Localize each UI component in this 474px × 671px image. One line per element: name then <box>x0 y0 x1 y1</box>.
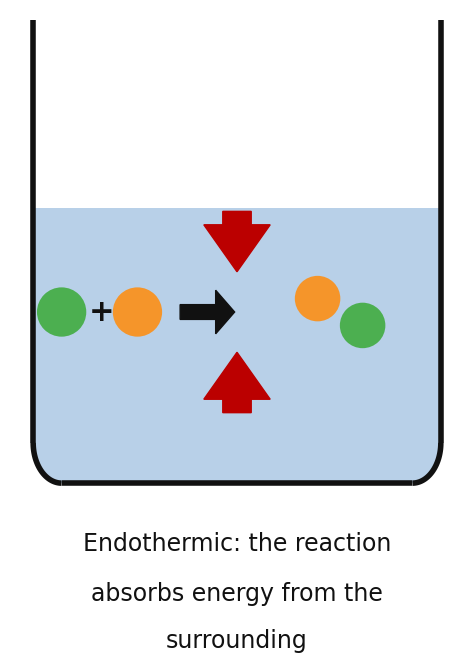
Ellipse shape <box>113 287 162 337</box>
Text: Endothermic: the reaction: Endothermic: the reaction <box>83 531 391 556</box>
FancyArrow shape <box>204 352 270 413</box>
Ellipse shape <box>295 276 340 321</box>
Ellipse shape <box>340 303 385 348</box>
FancyArrow shape <box>204 211 270 272</box>
FancyBboxPatch shape <box>33 208 441 483</box>
Ellipse shape <box>37 287 86 337</box>
FancyBboxPatch shape <box>33 20 441 483</box>
Text: surrounding: surrounding <box>166 629 308 653</box>
Bar <box>33 208 441 248</box>
Text: absorbs energy from the: absorbs energy from the <box>91 582 383 606</box>
FancyArrow shape <box>180 290 235 333</box>
Text: +: + <box>89 297 115 327</box>
